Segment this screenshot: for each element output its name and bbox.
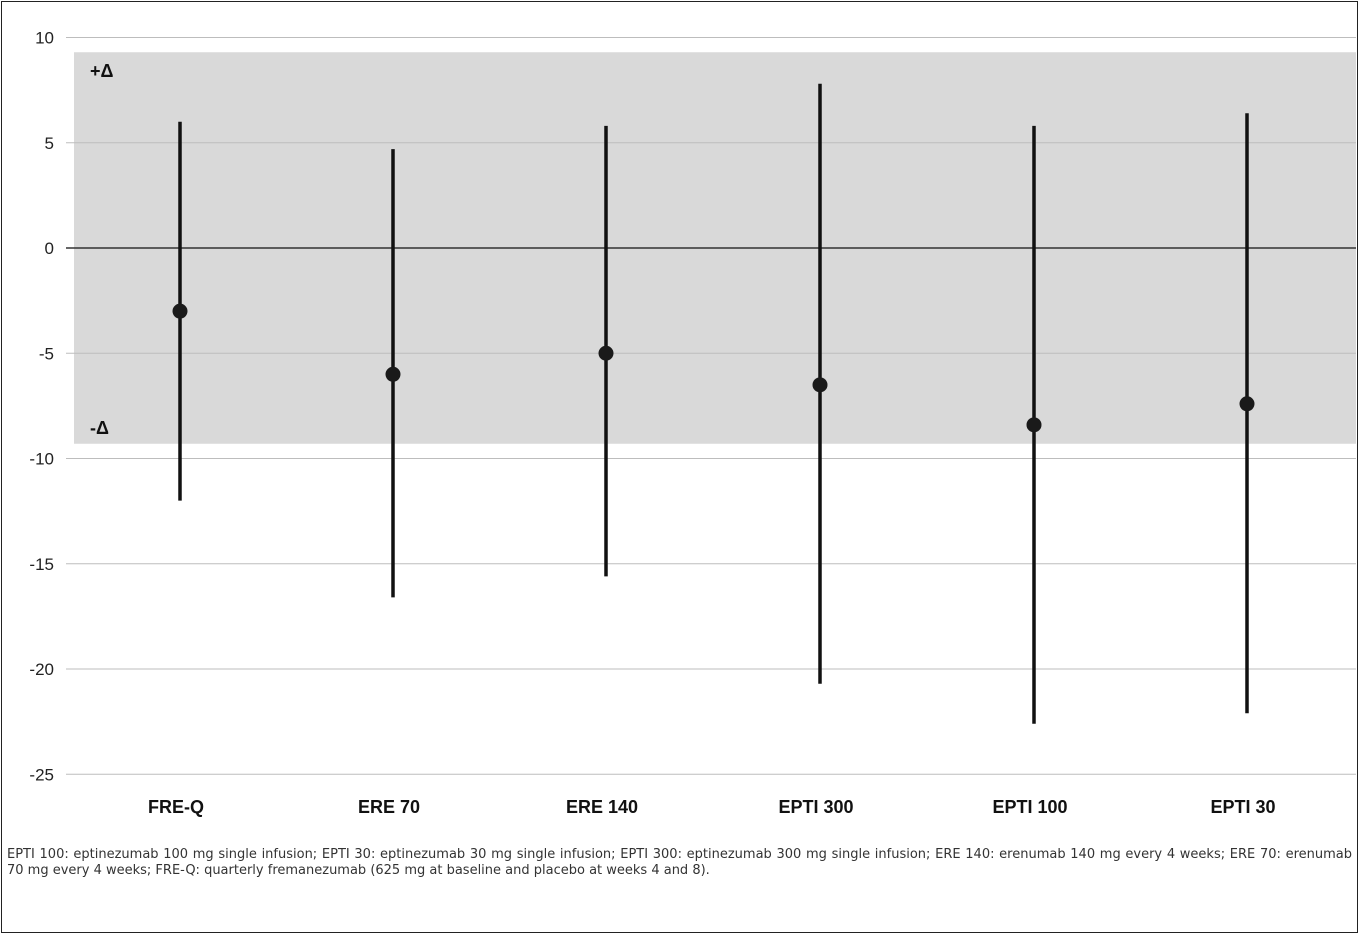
x-axis-categories: FRE-Q ERE 70 ERE 140 EPTI 300 EPTI 100 EPTI 3…	[148, 797, 1276, 817]
point-estimate	[1026, 417, 1042, 433]
point-estimate	[812, 377, 828, 393]
y-tick-label: 5	[45, 134, 54, 153]
forest-plot: 10 5 0 -5 -10 -15 -20 -25 +Δ -Δ FRE-Q ERE 70 ERE …	[29, 29, 1356, 817]
y-tick-label: -20	[29, 660, 54, 679]
x-category-label: EPTI 30	[1210, 797, 1275, 817]
band-upper-label: +Δ	[90, 61, 114, 81]
gridlines	[66, 37, 1356, 775]
x-category-label: ERE 140	[566, 797, 638, 817]
x-category-label: EPTI 300	[778, 797, 853, 817]
x-category-label: EPTI 100	[992, 797, 1067, 817]
y-tick-label: -10	[29, 450, 54, 469]
point-estimate	[1239, 396, 1255, 412]
x-category-label: ERE 70	[358, 797, 420, 817]
x-category-label: FRE-Q	[148, 797, 204, 817]
band-lower-label: -Δ	[90, 418, 109, 438]
point-estimate	[598, 345, 614, 361]
y-tick-label: -15	[29, 555, 54, 574]
point-estimate	[172, 303, 188, 319]
point-estimate	[385, 366, 401, 382]
y-tick-label: 10	[35, 29, 54, 48]
y-tick-label: -5	[39, 344, 54, 363]
figure-caption: EPTI 100: eptinezumab 100 mg single infu…	[7, 847, 1352, 878]
data-marks	[172, 83, 1255, 724]
y-tick-label: 0	[45, 239, 54, 258]
y-tick-label: -25	[29, 765, 54, 784]
y-axis-ticks: 10 5 0 -5 -10 -15 -20 -25	[29, 29, 54, 785]
